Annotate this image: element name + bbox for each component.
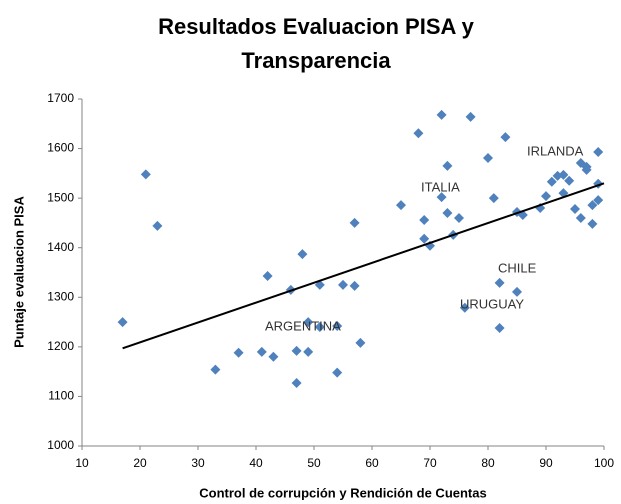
point — [541, 191, 551, 202]
point — [140, 169, 151, 180]
point — [117, 317, 128, 328]
point — [233, 347, 244, 358]
annotation: CHILE — [498, 260, 537, 275]
point — [419, 214, 430, 225]
point — [593, 195, 604, 206]
point — [593, 147, 604, 158]
x-axis-label: Control de corrupción y Rendición de Cue… — [199, 485, 486, 500]
point — [355, 337, 366, 348]
y-tick-label: 1300 — [47, 289, 74, 303]
point — [500, 132, 511, 143]
x-tick-label: 70 — [423, 456, 437, 470]
point — [587, 218, 598, 229]
x-tick-label: 40 — [249, 456, 263, 470]
point — [413, 128, 424, 139]
point — [303, 317, 314, 328]
x-tick-label: 50 — [307, 456, 321, 470]
y-tick-label: 1000 — [47, 438, 74, 452]
y-tick-label: 1200 — [47, 339, 74, 353]
y-axis-label: Puntaje evaluacion PISA — [11, 196, 26, 348]
x-tick-label: 60 — [365, 456, 379, 470]
x-tick-label: 30 — [191, 456, 205, 470]
y-tick-label: 1100 — [48, 389, 74, 403]
y-tick-label: 1500 — [47, 190, 74, 204]
point — [459, 302, 470, 313]
point — [297, 249, 308, 260]
point — [332, 321, 343, 332]
x-tick-label: 90 — [539, 456, 553, 470]
chart-title: Transparencia — [241, 48, 391, 73]
x-tick-label: 20 — [133, 456, 147, 470]
point — [454, 212, 464, 223]
point — [587, 200, 598, 211]
point — [575, 212, 586, 223]
point — [558, 169, 569, 180]
annotation: ARGENTINA — [265, 318, 341, 333]
point — [210, 364, 221, 375]
chart-title: Resultados Evaluacion PISA y — [158, 14, 475, 39]
point — [436, 192, 447, 203]
annotation: IRLANDA — [527, 143, 584, 158]
point — [291, 345, 302, 356]
point — [546, 176, 557, 187]
trendline — [122, 182, 605, 350]
point — [314, 322, 325, 333]
point — [268, 351, 279, 362]
point — [512, 286, 522, 297]
point — [152, 220, 163, 231]
point — [494, 323, 505, 334]
point — [564, 175, 575, 186]
point — [570, 204, 580, 215]
x-tick-label: 10 — [75, 456, 89, 470]
point — [436, 109, 447, 120]
point — [303, 346, 314, 357]
y-tick-label: 1700 — [47, 91, 74, 105]
point — [465, 111, 476, 122]
point — [338, 279, 348, 290]
point — [419, 233, 430, 244]
point — [291, 378, 302, 389]
point — [262, 270, 273, 281]
x-tick-label: 100 — [594, 456, 614, 470]
y-tick-label: 1400 — [47, 240, 74, 254]
point — [442, 160, 453, 171]
point — [483, 152, 493, 163]
point — [332, 367, 343, 378]
point — [442, 208, 453, 219]
y-tick-label: 1600 — [47, 141, 74, 155]
point — [349, 217, 360, 228]
point — [349, 280, 360, 291]
annotation: ITALIA — [421, 179, 460, 194]
point — [256, 346, 267, 357]
point — [396, 200, 406, 211]
point — [581, 164, 592, 175]
point — [488, 193, 499, 204]
point — [494, 277, 505, 288]
annotation: URUGUAY — [460, 296, 524, 311]
x-tick-label: 80 — [481, 456, 495, 470]
